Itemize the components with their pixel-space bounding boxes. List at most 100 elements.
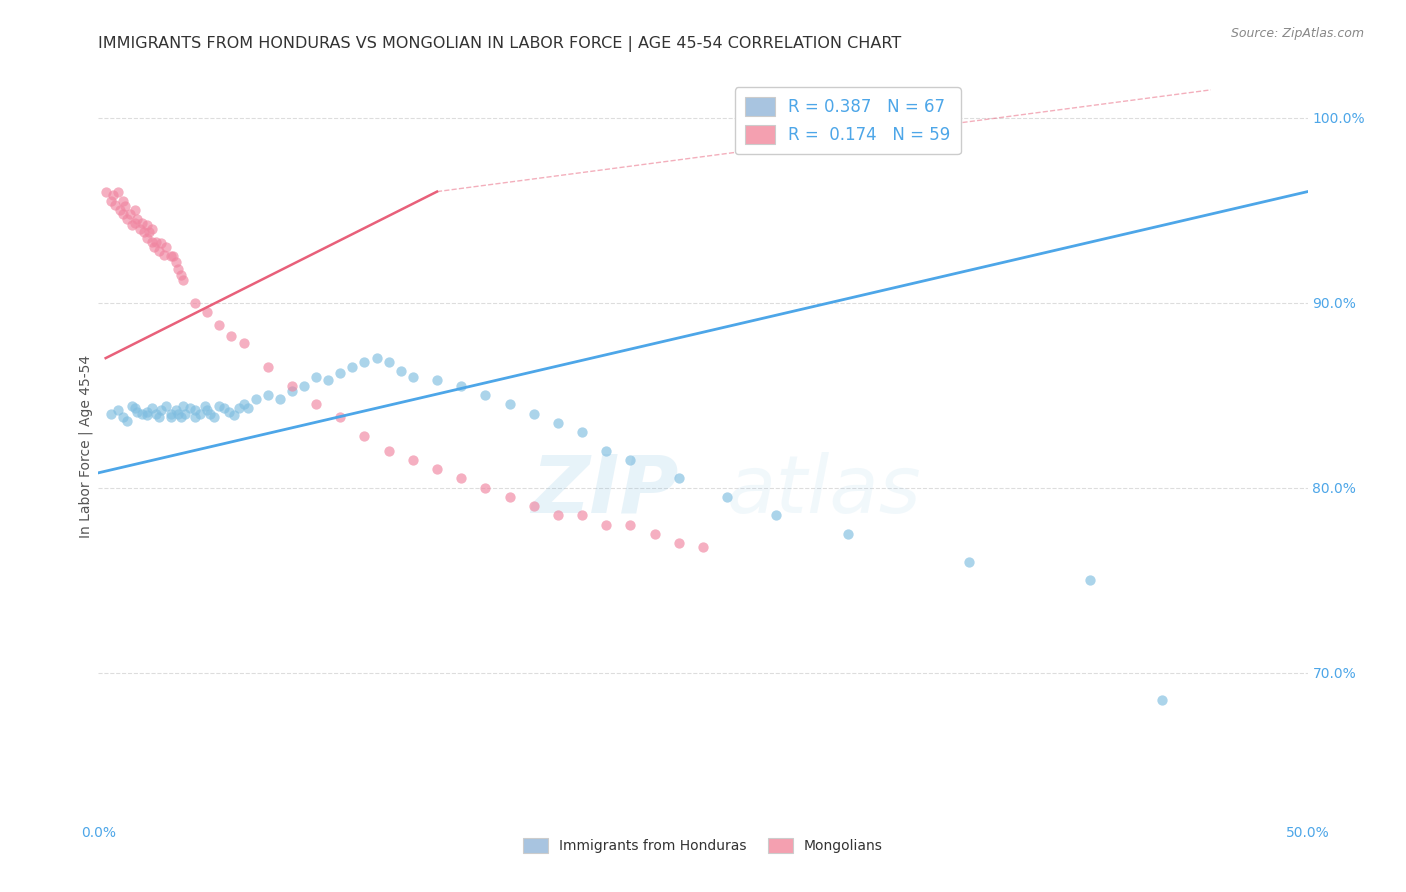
Point <box>107 403 129 417</box>
Point <box>547 416 569 430</box>
Point <box>184 403 207 417</box>
Point <box>160 249 183 263</box>
Point <box>957 555 980 569</box>
Point <box>148 410 170 425</box>
Point <box>402 369 425 384</box>
Point <box>195 305 218 319</box>
Point <box>208 399 231 413</box>
Point <box>111 194 134 208</box>
Point <box>342 360 364 375</box>
Point <box>523 499 546 513</box>
Point <box>377 443 399 458</box>
Point <box>305 397 328 411</box>
Point <box>377 355 399 369</box>
Point <box>155 240 177 254</box>
Point <box>167 407 190 421</box>
Point <box>765 508 787 523</box>
Point <box>329 366 352 380</box>
Point <box>221 329 243 343</box>
Point <box>547 508 569 523</box>
Point <box>198 407 221 421</box>
Point <box>100 194 122 208</box>
Point <box>232 336 254 351</box>
Point <box>316 373 339 387</box>
Text: Source: ZipAtlas.com: Source: ZipAtlas.com <box>1230 27 1364 40</box>
Point <box>498 397 520 411</box>
Point <box>523 407 546 421</box>
Point <box>155 399 177 413</box>
Point <box>292 379 315 393</box>
Point <box>101 188 124 202</box>
Point <box>118 207 141 221</box>
Point <box>121 399 143 413</box>
Point <box>188 407 211 421</box>
Point <box>595 443 617 458</box>
Point <box>353 355 375 369</box>
Point <box>305 369 328 384</box>
Point <box>595 517 617 532</box>
Point <box>128 221 150 235</box>
Point <box>135 409 157 423</box>
Point <box>145 407 167 421</box>
Point <box>124 203 146 218</box>
Point <box>160 410 183 425</box>
Text: IMMIGRANTS FROM HONDURAS VS MONGOLIAN IN LABOR FORCE | AGE 45-54 CORRELATION CHA: IMMIGRANTS FROM HONDURAS VS MONGOLIAN IN… <box>98 36 901 52</box>
Point <box>135 405 157 419</box>
Point <box>256 360 278 375</box>
Point <box>111 410 134 425</box>
Point <box>141 235 163 249</box>
Point <box>165 255 187 269</box>
Point <box>121 218 143 232</box>
Point <box>160 407 183 421</box>
Point <box>389 364 412 378</box>
Point <box>141 401 163 415</box>
Point <box>148 244 170 258</box>
Point <box>150 236 173 251</box>
Point <box>426 373 449 387</box>
Point <box>1152 693 1174 707</box>
Point <box>281 379 304 393</box>
Point <box>668 471 690 485</box>
Point <box>232 397 254 411</box>
Point <box>619 517 641 532</box>
Point <box>195 403 218 417</box>
Text: ZIP: ZIP <box>531 452 679 530</box>
Point <box>474 481 496 495</box>
Point <box>117 212 139 227</box>
Point <box>135 218 157 232</box>
Point <box>127 212 149 227</box>
Point <box>111 207 134 221</box>
Point <box>238 401 260 415</box>
Point <box>692 540 714 554</box>
Point <box>107 185 129 199</box>
Point <box>135 231 157 245</box>
Point <box>194 399 217 413</box>
Point <box>212 401 235 415</box>
Point <box>100 407 122 421</box>
Point <box>498 490 520 504</box>
Point <box>104 197 127 211</box>
Point <box>134 225 156 239</box>
Point <box>131 216 153 230</box>
Point <box>143 240 166 254</box>
Point <box>162 249 184 263</box>
Point <box>114 199 136 213</box>
Point <box>117 414 139 428</box>
Point <box>172 273 194 287</box>
Point <box>245 392 267 406</box>
Point <box>145 235 167 249</box>
Point <box>619 453 641 467</box>
Point <box>366 351 388 365</box>
Text: atlas: atlas <box>727 452 922 530</box>
Point <box>169 410 191 425</box>
Point <box>426 462 449 476</box>
Point <box>167 262 190 277</box>
Point <box>1078 573 1101 587</box>
Point <box>127 405 149 419</box>
Point <box>131 407 153 421</box>
Point <box>571 508 593 523</box>
Point <box>204 410 226 425</box>
Y-axis label: In Labor Force | Age 45-54: In Labor Force | Age 45-54 <box>79 354 93 538</box>
Point <box>184 410 207 425</box>
Point <box>150 403 173 417</box>
